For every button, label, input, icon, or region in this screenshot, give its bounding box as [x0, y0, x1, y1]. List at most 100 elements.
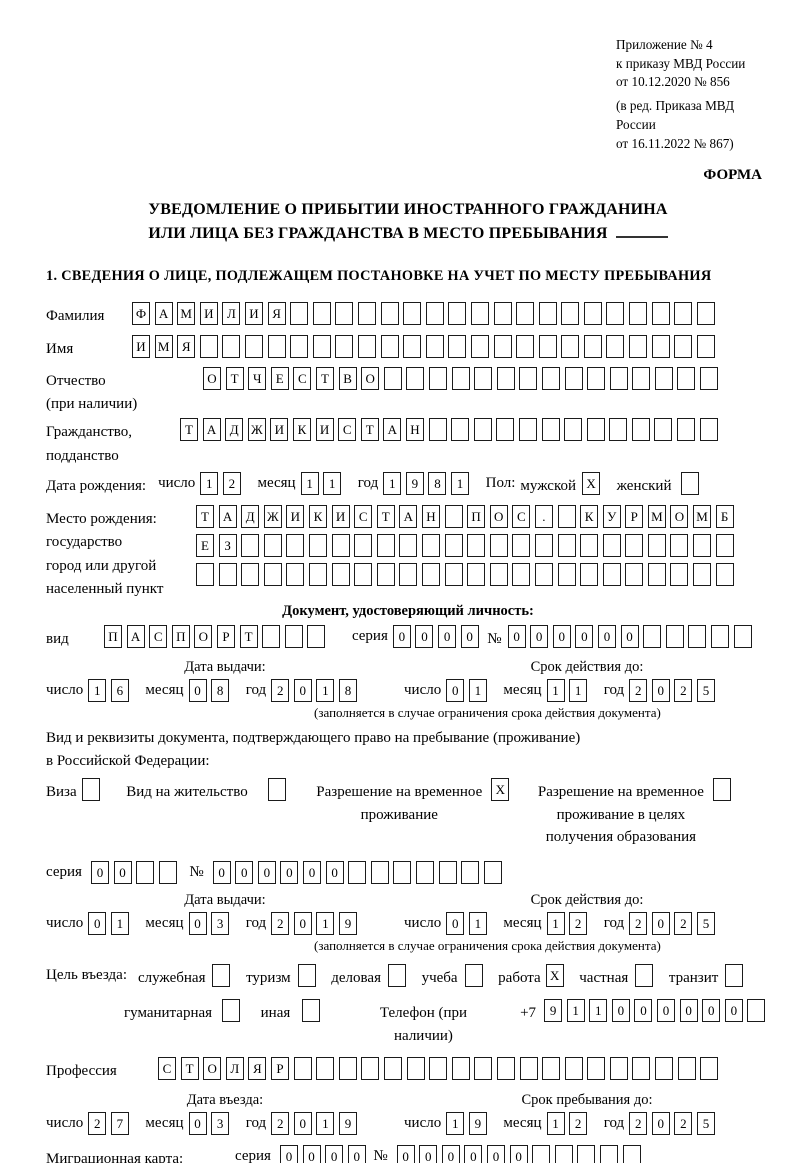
char-box [199, 334, 218, 358]
char-box: 1 [569, 679, 588, 703]
char-box: Я [177, 334, 196, 358]
char-box [421, 534, 440, 558]
char-box [286, 563, 305, 587]
char-box [474, 1057, 493, 1081]
visa-option: Виза [46, 778, 104, 804]
char-box: 8 [428, 471, 447, 495]
purpose-opt-business: деловая [331, 963, 411, 990]
purpose-official-checkbox [212, 963, 235, 987]
char-box [267, 334, 286, 358]
char-box [561, 334, 580, 358]
char-box: Я [248, 1057, 267, 1081]
purpose-tourism-checkbox [297, 963, 321, 987]
char-box [284, 625, 303, 649]
birthplace-label: Место рождения: государство город или др… [46, 511, 164, 597]
char-box [267, 778, 286, 802]
char-box [586, 418, 605, 442]
char-box [158, 860, 177, 884]
char-box [354, 534, 373, 558]
char-box: 0 [396, 1144, 415, 1163]
char-box [307, 625, 326, 649]
temp-residence-edu-option: Разрешение на временное проживание в цел… [538, 778, 736, 849]
char-box: М [154, 334, 173, 358]
char-box: Т [315, 366, 334, 390]
char-box [467, 563, 486, 587]
purpose-opt-private: частная [579, 963, 658, 990]
char-box [331, 534, 350, 558]
char-box: Ч [248, 366, 267, 390]
char-box [438, 860, 457, 884]
char-box [290, 302, 309, 326]
char-box [609, 1057, 628, 1081]
char-box [733, 625, 752, 649]
temp-residence-label: Разрешение на временное проживание [316, 784, 483, 823]
char-box: З [218, 534, 237, 558]
char-box [625, 563, 644, 587]
char-box [519, 1057, 538, 1081]
char-box [312, 302, 331, 326]
char-box [715, 534, 734, 558]
char-box [712, 778, 731, 802]
char-box [451, 418, 470, 442]
char-box: Р [216, 625, 235, 649]
annex-edit-line-1: (в ред. Приказа МВД России [616, 98, 735, 132]
char-box: 0 [113, 860, 132, 884]
char-box [635, 963, 654, 987]
form-title-line-1: УВЕДОМЛЕНИЕ О ПРИБЫТИИ ИНОСТРАННОГО ГРАЖ… [148, 201, 668, 219]
char-box: 0 [235, 860, 254, 884]
char-box: 0 [509, 1144, 528, 1163]
char-box: Я [267, 302, 286, 326]
purpose-business-checkbox [387, 963, 411, 987]
char-box: И [286, 505, 305, 529]
char-box: 0 [257, 860, 276, 884]
char-box [587, 1057, 606, 1081]
purpose-opt-tourism: туризм [246, 963, 321, 990]
char-box [302, 999, 321, 1023]
residence-permit-option: Вид на жительство [126, 778, 290, 804]
char-box: И [199, 302, 218, 326]
char-box [674, 334, 693, 358]
char-box: О [361, 366, 380, 390]
char-box [519, 366, 538, 390]
char-box: 1 [546, 911, 565, 935]
char-box: 1 [446, 1111, 465, 1135]
char-box [693, 534, 712, 558]
char-box: 2 [674, 1111, 693, 1135]
annex-line-1: Приложение № 4 [616, 37, 713, 52]
char-box: В [338, 366, 357, 390]
char-box: 3 [211, 1111, 230, 1135]
char-box: 9 [405, 471, 424, 495]
char-box [406, 366, 425, 390]
phone-label: Телефон (при наличии) [379, 1005, 468, 1044]
char-box [696, 302, 715, 326]
char-box [554, 1144, 573, 1163]
char-box: 2 [271, 679, 290, 703]
char-box [632, 1057, 651, 1081]
char-box: 8 [211, 679, 230, 703]
char-box [331, 563, 350, 587]
char-box: 3 [211, 911, 230, 935]
char-box: С [354, 505, 373, 529]
char-box: С [293, 366, 312, 390]
char-box [335, 302, 354, 326]
char-box: Д [225, 418, 244, 442]
char-box [493, 302, 512, 326]
phone-prefix: +7 [520, 1005, 537, 1022]
char-box: 0 [724, 999, 743, 1023]
char-box [693, 563, 712, 587]
char-box [609, 418, 628, 442]
char-box: 0 [575, 625, 594, 649]
char-box: 0 [415, 625, 434, 649]
char-box [415, 860, 434, 884]
char-box [564, 1057, 583, 1081]
char-box [81, 778, 100, 802]
